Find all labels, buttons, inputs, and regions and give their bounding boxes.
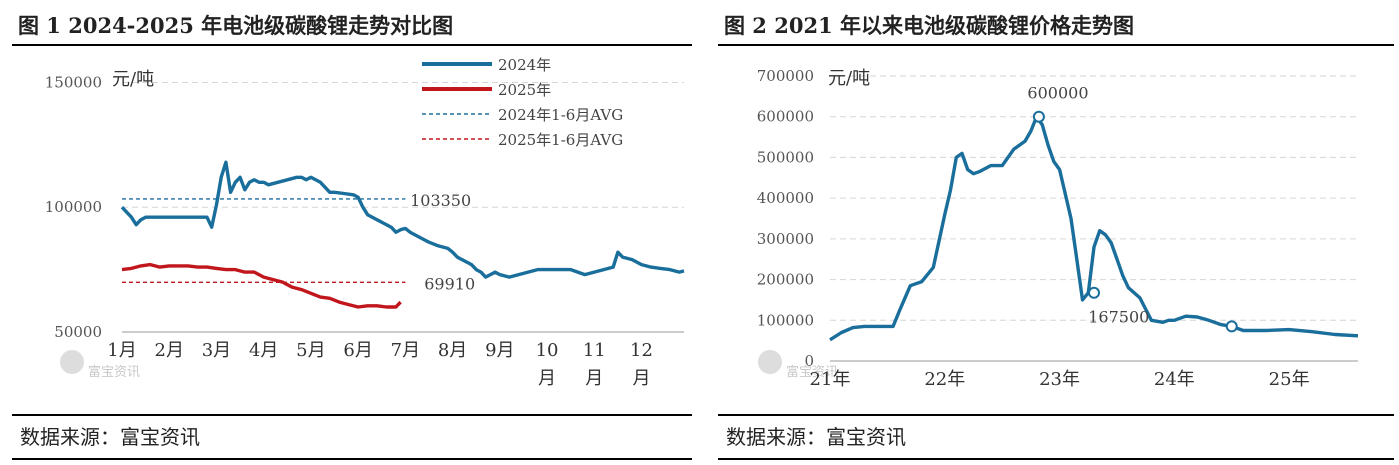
chart-panel-2: 图 2 2021 年以来电池级碳酸锂价格走势图 富宝资讯 0 100000 20000… <box>718 0 1394 465</box>
data-label: 103350 <box>410 191 471 210</box>
x-tick-label: 3月 <box>202 340 231 361</box>
data-label: 167500 <box>1088 307 1149 326</box>
series-line-2 <box>121 262 402 309</box>
chart-panel-1: 图 1 2024-2025 年电池级碳酸锂走势对比图 富宝资讯 50000 1000… <box>12 0 692 465</box>
legend-entry: 2024年1-6月AVG <box>422 106 623 124</box>
y-unit-label: 元/吨 <box>828 68 870 89</box>
x-tick-label: 10 月 <box>536 340 559 389</box>
x-tick-label: 1月 <box>107 340 136 361</box>
watermark-logo: 富宝资讯 <box>758 350 838 380</box>
legend-label: 2024年1-6月AVG <box>498 106 623 124</box>
legend-label: 2025年1-6月AVG <box>498 131 623 149</box>
y-tick-label: 50000 <box>54 323 102 341</box>
x-tick-label: 23年 <box>1039 369 1080 390</box>
data-label: 69910 <box>424 275 475 294</box>
x-tick-label: 8月 <box>438 340 467 361</box>
legend-entry: 2025年 <box>422 81 551 99</box>
chart-plot-1: 富宝资讯 50000 100000 150000 元/吨 1月 2月 3月 4月 5月 6月 7月 8月… <box>45 56 685 389</box>
x-tick-label: 21年 <box>810 369 851 390</box>
chart-title-2: 图 2 2021 年以来电池级碳酸锂价格走势图 <box>718 8 1394 46</box>
data-source-1: 数据来源：富宝资讯 <box>12 414 692 460</box>
data-point-marker <box>1088 286 1100 299</box>
x-tick-label: 9月 <box>485 340 514 361</box>
y-tick-label: 150000 <box>45 73 102 91</box>
watermark-logo: 富宝资讯 <box>60 350 140 380</box>
y-tick-label: 100000 <box>45 198 102 216</box>
x-tick-label: 4月 <box>249 340 278 361</box>
series-line-1 <box>829 114 1359 342</box>
y-tick-label: 500000 <box>757 148 814 166</box>
y-tick-label: 0 <box>804 352 814 370</box>
legend-label: 2024年 <box>498 56 551 74</box>
y-tick-label: 700000 <box>757 67 814 85</box>
x-tick-label: 2月 <box>155 340 184 361</box>
y-tick-label: 600000 <box>757 108 814 126</box>
legend-label: 2025年 <box>498 81 551 99</box>
y-tick-label: 300000 <box>757 230 814 248</box>
x-tick-label: 6月 <box>343 340 372 361</box>
data-point-marker <box>1225 320 1238 333</box>
y-tick-label: 100000 <box>757 311 814 329</box>
y-tick-label: 200000 <box>757 271 814 289</box>
y-tick-label: 400000 <box>757 189 814 207</box>
x-tick-label: 11 月 <box>583 340 606 389</box>
x-tick-label: 25年 <box>1269 369 1310 390</box>
x-tick-label: 7月 <box>391 340 420 361</box>
legend-entry: 2025年1-6月AVG <box>422 131 623 149</box>
x-tick-label: 22年 <box>924 369 965 390</box>
data-point-marker <box>1032 110 1045 123</box>
chart-title-1: 图 1 2024-2025 年电池级碳酸锂走势对比图 <box>12 8 692 46</box>
y-unit-label: 元/吨 <box>112 69 154 90</box>
x-tick-label: 24年 <box>1154 369 1195 390</box>
x-tick-label: 5月 <box>296 340 325 361</box>
x-tick-label: 12 月 <box>630 340 653 389</box>
legend-entry: 2024年 <box>422 56 551 74</box>
watermark-text: 富宝资讯 <box>88 364 140 380</box>
data-source-2: 数据来源：富宝资讯 <box>718 414 1394 460</box>
data-label: 600000 <box>1027 83 1088 102</box>
watermark-text: 富宝资讯 <box>786 364 838 380</box>
series-line-1 <box>120 160 685 279</box>
